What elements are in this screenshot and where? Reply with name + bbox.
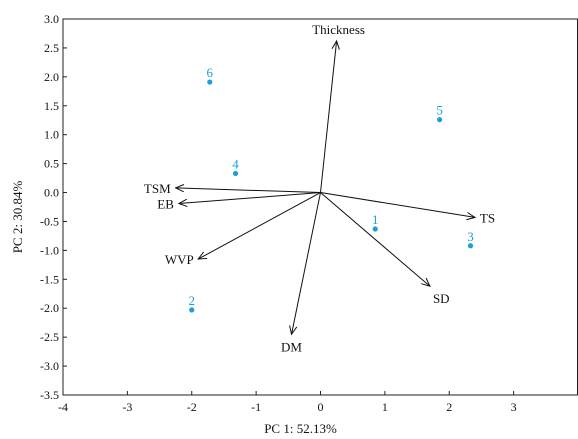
score-point (232, 170, 239, 177)
y-tick-label: 1.0 (44, 128, 59, 142)
x-tick-label: 0 (318, 400, 324, 414)
plot-area-frame (62, 18, 578, 396)
vector-line (175, 187, 321, 194)
x-tick-label: -1 (251, 400, 261, 414)
y-tick-label: -1.0 (40, 243, 59, 257)
score-point (207, 79, 213, 85)
vector-label: Thickness (312, 22, 365, 37)
vector-line (197, 192, 321, 260)
vector-arrowhead (197, 251, 208, 260)
x-tick-label: 1 (382, 400, 388, 414)
vector-arrowhead (421, 277, 431, 288)
y-tick-label: -1.5 (40, 272, 59, 286)
vector-arrowhead (466, 212, 477, 221)
y-tick-label: 0.0 (44, 186, 59, 200)
y-tick-label: -2.0 (40, 301, 59, 315)
y-tick-label: 3.0 (44, 12, 59, 26)
vector-arrowhead (289, 325, 298, 336)
x-tick-label: -4 (58, 400, 68, 414)
y-axis-ticks: 3.0 2.5 2.0 1.5 1.0 0.5 0.0 -0.5 -1.0 -1.5 -2.0 -2.… (40, 12, 67, 402)
y-tick-label: 1.5 (44, 99, 59, 113)
y-tick-label: -3.5 (40, 388, 59, 402)
score-point (467, 243, 474, 249)
vector-label: TSM (144, 181, 171, 196)
y-tick-label: 2.5 (44, 41, 59, 55)
y-tick-label: -0.5 (40, 214, 59, 228)
x-axis-ticks: -4 -3 -2 -1 0 1 2 3 (58, 391, 517, 414)
score-points: 1 2 3 4 5 6 (189, 65, 474, 313)
score-point (436, 117, 443, 123)
y-tick-label: 0.5 (44, 157, 59, 171)
vector-line (320, 40, 338, 193)
x-tick-label: -3 (122, 400, 132, 414)
vector-line (178, 192, 321, 205)
score-point-label: 2 (189, 293, 196, 308)
score-point-label: 6 (207, 65, 214, 80)
vector-label: WVP (165, 252, 194, 267)
vector-label: EB (157, 197, 174, 212)
score-point-label: 1 (372, 212, 379, 227)
vector-line (320, 192, 476, 218)
vector-line (320, 192, 431, 287)
vector-label: DM (281, 339, 302, 354)
vector-label: TS (480, 210, 495, 225)
y-tick-label: -2.5 (40, 330, 59, 344)
score-point (189, 307, 195, 313)
x-axis-title: PC 1: 52.13% (264, 421, 337, 436)
vector-arrowhead (174, 184, 185, 193)
vector-label: SD (433, 291, 450, 306)
score-point-label: 3 (467, 229, 474, 244)
x-tick-label: 3 (511, 400, 517, 414)
x-tick-label: -2 (187, 400, 197, 414)
score-point (372, 226, 378, 232)
y-tick-label: -3.0 (40, 359, 59, 373)
x-tick-label: 2 (446, 400, 452, 414)
y-axis-title: PC 2: 30.84% (10, 181, 25, 254)
score-point-label: 4 (232, 156, 239, 171)
vector-arrowhead (177, 198, 188, 208)
score-point-label: 5 (436, 103, 443, 118)
vector-line (291, 192, 321, 335)
y-tick-label: 2.0 (44, 70, 59, 84)
vector-arrowhead (331, 39, 340, 50)
